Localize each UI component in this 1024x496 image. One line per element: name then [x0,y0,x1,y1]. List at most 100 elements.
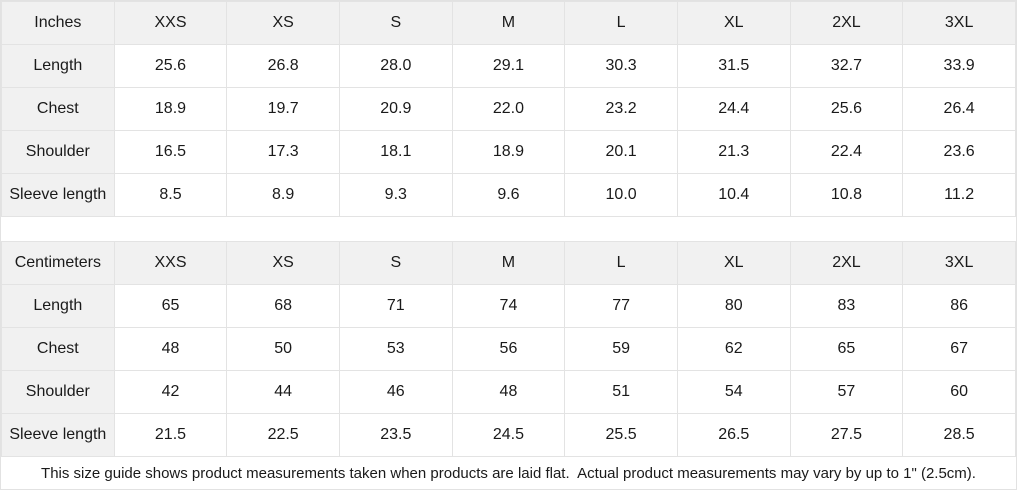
measurement-cell: 60 [902,370,1016,414]
measurement-cell: 22.4 [789,130,904,174]
measurement-cell: 28.5 [902,413,1016,457]
measurement-cell: 9.3 [338,173,453,217]
measurement-cell: 20.9 [338,87,453,131]
unit-header-cell: Centimeters [1,241,115,285]
header-row: Inches XXS XS S M L XL 2XL 3XL [1,1,1016,45]
size-header-cell: S [338,241,453,285]
size-header-cell: XXS [113,1,228,45]
measurement-cell: 65 [113,284,228,328]
measurement-cell: 46 [338,370,453,414]
measurement-cell: 74 [451,284,566,328]
row-label-cell: Shoulder [1,130,115,174]
measurement-cell: 8.9 [226,173,340,217]
size-header-cell: XL [676,241,791,285]
measurement-cell: 11.2 [902,173,1016,217]
measurement-row: Shoulder 42 44 46 48 51 54 57 60 [1,370,1016,414]
size-header-cell: L [564,1,678,45]
measurement-cell: 59 [564,327,678,371]
measurement-row: Sleeve length 21.5 22.5 23.5 24.5 25.5 26.5 27.… [1,413,1016,457]
measurement-cell: 51 [564,370,678,414]
row-label-cell: Chest [1,87,115,131]
measurement-cell: 10.4 [676,173,791,217]
measurement-row: Sleeve length 8.5 8.9 9.3 9.6 10.0 10.4 10.8 11.… [1,173,1016,217]
measurement-cell: 44 [226,370,340,414]
measurement-cell: 28.0 [338,44,453,88]
measurement-cell: 19.7 [226,87,340,131]
measurement-cell: 65 [789,327,904,371]
row-label-cell: Chest [1,327,115,371]
size-tables: Inches XXS XS S M L XL 2XL 3XL Length 25.6 26.8 28.0… [1,1,1016,457]
size-table: Centimeters XXS XS S M L XL 2XL 3XL Length 65 68 71 7… [1,241,1016,457]
measurement-cell: 32.7 [789,44,904,88]
measurement-cell: 24.5 [451,413,566,457]
size-header-cell: 3XL [902,241,1016,285]
measurement-cell: 29.1 [451,44,566,88]
row-label-cell: Length [1,284,115,328]
measurement-cell: 86 [902,284,1016,328]
measurement-cell: 18.9 [113,87,228,131]
measurement-cell: 48 [113,327,228,371]
measurement-cell: 33.9 [902,44,1016,88]
measurement-cell: 18.9 [451,130,566,174]
measurement-cell: 18.1 [338,130,453,174]
measurement-cell: 16.5 [113,130,228,174]
measurement-cell: 54 [676,370,791,414]
measurement-cell: 10.0 [564,173,678,217]
measurement-cell: 25.6 [113,44,228,88]
size-header-cell: 2XL [789,1,904,45]
measurement-cell: 57 [789,370,904,414]
measurement-cell: 67 [902,327,1016,371]
measurement-cell: 23.5 [338,413,453,457]
row-label-cell: Sleeve length [1,413,115,457]
size-guide-note: This size guide shows product measuremen… [1,457,1016,489]
measurement-cell: 80 [676,284,791,328]
measurement-cell: 25.5 [564,413,678,457]
measurement-cell: 21.3 [676,130,791,174]
measurement-row: Shoulder 16.5 17.3 18.1 18.9 20.1 21.3 22.4 23.6 [1,130,1016,174]
measurement-cell: 25.6 [789,87,904,131]
measurement-cell: 24.4 [676,87,791,131]
table-gap [1,217,1016,241]
measurement-cell: 77 [564,284,678,328]
measurement-cell: 83 [789,284,904,328]
measurement-cell: 31.5 [676,44,791,88]
measurement-cell: 27.5 [789,413,904,457]
measurement-cell: 68 [226,284,340,328]
size-header-cell: M [451,1,566,45]
measurement-row: Length 25.6 26.8 28.0 29.1 30.3 31.5 32.7 33.9 [1,44,1016,88]
measurement-cell: 22.5 [226,413,340,457]
measurement-cell: 26.8 [226,44,340,88]
measurement-cell: 48 [451,370,566,414]
size-header-cell: XS [226,1,340,45]
size-header-cell: S [338,1,453,45]
measurement-cell: 20.1 [564,130,678,174]
row-label-cell: Sleeve length [1,173,115,217]
size-header-cell: 2XL [789,241,904,285]
measurement-cell: 22.0 [451,87,566,131]
measurement-cell: 8.5 [113,173,228,217]
measurement-cell: 62 [676,327,791,371]
measurement-cell: 50 [226,327,340,371]
measurement-row: Length 65 68 71 74 77 80 83 86 [1,284,1016,328]
measurement-cell: 26.5 [676,413,791,457]
measurement-cell: 71 [338,284,453,328]
size-header-cell: XS [226,241,340,285]
measurement-row: Chest 48 50 53 56 59 62 65 67 [1,327,1016,371]
row-label-cell: Length [1,44,115,88]
measurement-cell: 30.3 [564,44,678,88]
size-table: Inches XXS XS S M L XL 2XL 3XL Length 25.6 26.8 28.0… [1,1,1016,217]
measurement-cell: 53 [338,327,453,371]
size-header-cell: XL [676,1,791,45]
unit-header-cell: Inches [1,1,115,45]
header-row: Centimeters XXS XS S M L XL 2XL 3XL [1,241,1016,285]
measurement-cell: 26.4 [902,87,1016,131]
size-header-cell: XXS [113,241,228,285]
measurement-cell: 21.5 [113,413,228,457]
measurement-cell: 17.3 [226,130,340,174]
measurement-cell: 56 [451,327,566,371]
measurement-cell: 23.6 [902,130,1016,174]
size-header-cell: 3XL [902,1,1016,45]
measurement-cell: 42 [113,370,228,414]
measurement-cell: 23.2 [564,87,678,131]
measurement-row: Chest 18.9 19.7 20.9 22.0 23.2 24.4 25.6 26.4 [1,87,1016,131]
